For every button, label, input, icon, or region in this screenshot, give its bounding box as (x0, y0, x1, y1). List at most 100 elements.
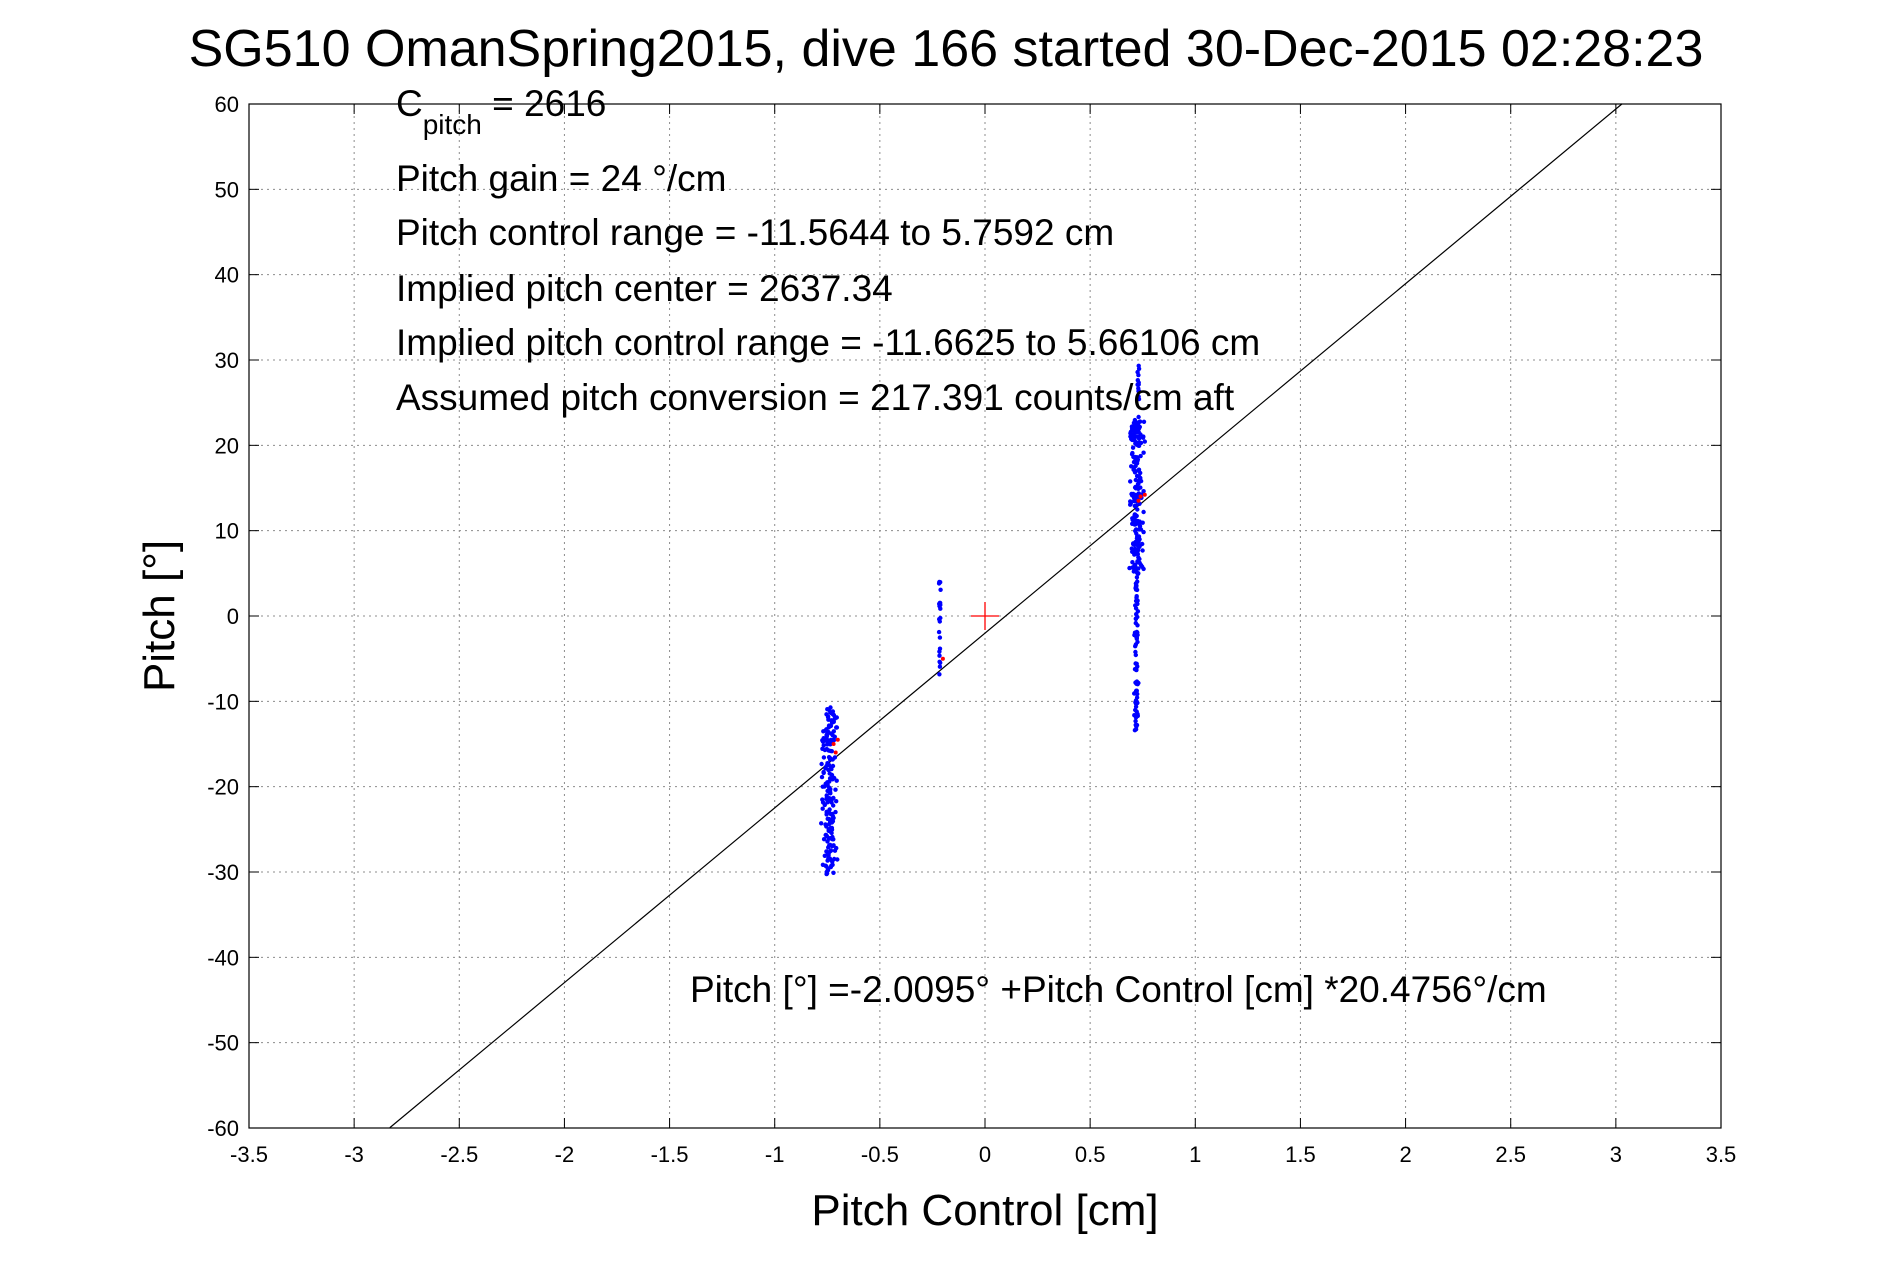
chart-title: SG510 OmanSpring2015, dive 166 started 3… (189, 20, 1704, 78)
axis-ticks: -3.5 -3 -2.5 -2 -1.5 -1 -0.5 0 0.5 1 1.5 2 2.5 3 3.5 -6… (207, 92, 1736, 1167)
data-point (938, 580, 943, 585)
data-point (1132, 495, 1137, 501)
data-point (1135, 518, 1141, 524)
y-tick-label: 40 (215, 263, 239, 288)
x-tick-label: 0 (979, 1142, 991, 1167)
data-point (1128, 499, 1133, 504)
data-point (1133, 477, 1139, 483)
data-point (937, 646, 943, 651)
y-tick-label: 60 (215, 92, 239, 117)
data-point (1135, 712, 1140, 717)
data-point (1136, 537, 1142, 542)
data-point (834, 778, 839, 783)
data-point (1127, 565, 1132, 571)
data-point (826, 755, 832, 760)
annotation-line: Assumed pitch conversion = 217.391 count… (396, 377, 1235, 418)
data-point (824, 869, 829, 875)
data-point (829, 796, 835, 801)
data-point (1134, 473, 1140, 479)
data-point (1130, 516, 1135, 521)
data-point (1130, 445, 1136, 450)
data-point (1133, 581, 1139, 586)
data-point (937, 653, 942, 658)
y-tick-label: 20 (215, 433, 239, 458)
data-point (831, 803, 836, 808)
x-tick-label: 2 (1399, 1142, 1411, 1167)
data-point (829, 863, 834, 868)
data-point (828, 819, 833, 824)
y-tick-label: 50 (215, 177, 239, 202)
data-point (833, 809, 838, 815)
annotation-line: Implied pitch control range = -11.6625 t… (396, 322, 1260, 363)
data-point (832, 734, 837, 739)
data-point (824, 809, 829, 814)
data-point (1134, 461, 1140, 466)
data-point (1135, 440, 1141, 445)
x-tick-label: 0.5 (1075, 1142, 1106, 1167)
data-point (829, 827, 835, 832)
data-point (938, 606, 943, 611)
x-tick-label: 3 (1610, 1142, 1622, 1167)
y-tick-label: -10 (207, 689, 239, 714)
x-tick-label: -1 (765, 1142, 785, 1167)
data-point (825, 782, 830, 787)
data-point (834, 799, 839, 804)
data-point (1132, 468, 1137, 473)
data-point (1136, 366, 1142, 371)
x-tick-label: -2 (555, 1142, 575, 1167)
data-point-red (1138, 494, 1143, 499)
data-point (819, 761, 824, 767)
data-point (827, 843, 832, 848)
data-point (1133, 707, 1138, 713)
data-point (1135, 571, 1141, 576)
data-point (1131, 420, 1137, 426)
data-point (1132, 562, 1137, 568)
data-point (831, 870, 836, 875)
annotation-line: Pitch gain = 24 °/cm (396, 158, 727, 199)
data-point (1141, 509, 1146, 515)
data-point (824, 832, 829, 838)
data-point (1132, 503, 1138, 509)
data-point (1138, 453, 1143, 459)
y-tick-label: 10 (215, 519, 239, 544)
data-point (1134, 667, 1139, 672)
data-point (1135, 664, 1140, 669)
data-point (1130, 521, 1135, 526)
data-point (1135, 543, 1141, 549)
data-points (819, 363, 1148, 877)
data-point (828, 731, 834, 736)
data-point (1131, 541, 1136, 546)
data-point (821, 769, 826, 775)
data-point (1128, 479, 1133, 484)
data-point (1135, 639, 1140, 645)
data-point (1132, 713, 1137, 718)
y-tick-label: 30 (215, 348, 239, 373)
data-point (829, 718, 834, 723)
data-point (1133, 620, 1139, 626)
data-point (820, 862, 826, 867)
data-point (937, 635, 943, 640)
data-point (1134, 681, 1139, 686)
data-point (1135, 378, 1141, 383)
data-point (825, 761, 830, 766)
data-point (937, 664, 943, 669)
data-point (831, 712, 837, 718)
data-point (1128, 502, 1133, 507)
data-point (821, 729, 826, 734)
data-point (820, 739, 826, 744)
data-point (1136, 491, 1141, 496)
data-point (936, 629, 942, 635)
data-point (1134, 513, 1139, 519)
data-point-red (1142, 492, 1147, 497)
data-point (1135, 434, 1140, 439)
data-point (1134, 690, 1139, 696)
data-point (1138, 563, 1144, 568)
data-point (1136, 396, 1142, 402)
data-point (831, 843, 836, 848)
data-point (1137, 419, 1143, 424)
data-point (821, 837, 827, 842)
data-point (1133, 528, 1138, 534)
data-point (1134, 632, 1139, 637)
y-tick-label: -50 (207, 1031, 239, 1056)
